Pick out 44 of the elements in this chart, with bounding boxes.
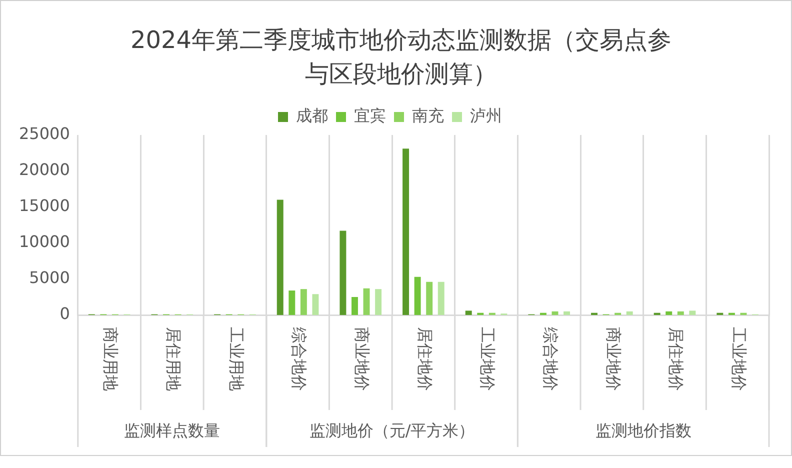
x-tick-label: 居住用地 (164, 327, 183, 391)
bar (363, 288, 370, 315)
x-tick-label: 居住地价 (415, 327, 434, 391)
text: 监测样点数量 (124, 421, 220, 440)
y-tick-label: 15000 (18, 196, 70, 216)
text: 监测地价指数 (595, 421, 692, 440)
legend-label: 南充 (412, 106, 444, 126)
bar (375, 289, 382, 315)
y-tick-label: 20000 (18, 160, 70, 180)
bar (351, 297, 358, 315)
legend-label: 泸州 (470, 106, 502, 126)
bar (300, 289, 307, 315)
bar (677, 311, 684, 315)
bar (689, 310, 696, 315)
bar (426, 282, 433, 315)
y-tick-label: 0 (60, 304, 70, 324)
x-tick-label: 居住地价 (666, 327, 686, 391)
x-tick-label: 综合地价 (540, 327, 560, 391)
x-tick-label: 工业用地 (226, 327, 246, 391)
x-tick-label: 工业地价 (478, 327, 498, 391)
x-tick-label: 商业地价 (352, 327, 372, 391)
x-tick-label: 商业用地 (101, 327, 120, 391)
bar (564, 311, 570, 315)
legend-label: 成都 (296, 106, 328, 126)
x-tick-label: 综合地价 (290, 327, 309, 391)
x-tick-label: 商业地价 (604, 327, 623, 391)
y-tick-label: 10000 (18, 232, 70, 252)
bar (312, 294, 319, 315)
bar (276, 200, 284, 315)
bar (340, 230, 346, 315)
y-tick-label: 5000 (29, 268, 70, 288)
text: 监测地价（元/平方米） (309, 421, 475, 440)
bar (626, 311, 633, 315)
chart-title: 2024年第二季度城市地价动态监测数据（交易点参与区段地价测算） (129, 25, 673, 90)
bar (666, 311, 672, 315)
bar (465, 310, 472, 315)
x-tick-label: 工业地价 (729, 327, 748, 391)
bar (402, 148, 410, 315)
bar (288, 290, 296, 315)
bar (552, 311, 558, 315)
y-tick-label: 25000 (18, 124, 70, 144)
legend-label: 宜宾 (354, 106, 386, 126)
bar (414, 276, 421, 315)
bar (438, 282, 444, 315)
